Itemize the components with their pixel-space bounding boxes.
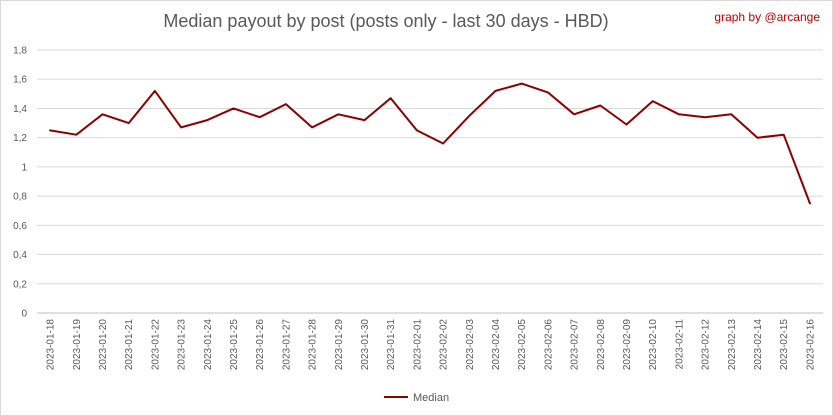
grid-lines (37, 49, 823, 314)
x-tick-label: 2023-02-01 (412, 319, 423, 371)
x-tick-label: 2023-01-26 (255, 319, 266, 371)
y-tick-label: 0,6 (13, 221, 27, 232)
x-tick-label: 2023-01-27 (281, 319, 292, 371)
x-tick-label: 2023-01-19 (72, 319, 83, 371)
x-tick-label: 2023-01-25 (229, 319, 240, 371)
y-tick-label: 1 (21, 162, 27, 173)
x-tick-label: 2023-01-29 (334, 319, 345, 371)
x-tick-label: 2023-01-20 (98, 319, 109, 371)
x-tick-label: 2023-01-21 (124, 319, 135, 371)
y-tick-label: 0,2 (13, 279, 27, 290)
x-tick-label: 2023-01-18 (46, 319, 57, 371)
x-tick-label: 2023-02-12 (701, 319, 712, 371)
y-tick-label: 1,6 (13, 75, 27, 86)
x-tick-label: 2023-02-15 (779, 319, 790, 371)
chart-credit: graph by @arcange (714, 10, 820, 24)
y-tick-label: 0 (21, 309, 27, 320)
series-layer (49, 82, 811, 205)
x-tick-label: 2023-02-10 (648, 319, 659, 371)
x-tick-label: 2023-02-14 (753, 319, 764, 371)
x-axis-ticks: 2023-01-18 2023-01-19 2023-01-20 2023-01-21… (46, 319, 817, 371)
y-tick-label: 0,4 (13, 250, 27, 261)
y-tick-label: 0,8 (13, 192, 27, 203)
x-tick-label: 2023-01-30 (360, 319, 371, 371)
x-tick-label: 2023-02-16 (805, 319, 816, 371)
x-tick-label: 2023-01-23 (177, 319, 188, 371)
x-tick-label: 2023-02-03 (465, 319, 476, 371)
y-tick-label: 1,4 (13, 104, 27, 115)
legend-label-median: Median (413, 392, 449, 404)
x-tick-label: 2023-01-28 (308, 319, 319, 371)
x-tick-label: 2023-02-02 (439, 319, 450, 371)
series-line-median (49, 82, 811, 205)
x-tick-label: 2023-02-13 (727, 319, 738, 371)
x-tick-label: 2023-02-08 (596, 319, 607, 371)
x-tick-label: 2023-01-24 (203, 319, 214, 371)
x-tick-label: 2023-02-04 (491, 319, 502, 371)
x-tick-label: 2023-01-22 (150, 319, 161, 371)
x-tick-label: 2023-02-11 (674, 319, 685, 370)
x-tick-label: 2023-02-07 (570, 319, 581, 371)
x-tick-label: 2023-02-05 (517, 319, 528, 371)
legend: Median (384, 392, 449, 404)
y-tick-label: 1,8 (13, 46, 27, 57)
x-tick-label: 2023-01-31 (386, 319, 397, 371)
y-axis-ticks: 0 0,2 0,4 0,6 0,8 1 1,2 1,4 1,6 1,8 (13, 46, 27, 320)
y-tick-label: 1,2 (13, 133, 27, 144)
x-tick-label: 2023-02-09 (622, 319, 633, 371)
chart-title: Median payout by post (posts only - last… (163, 11, 609, 31)
x-tick-label: 2023-02-06 (543, 319, 554, 371)
